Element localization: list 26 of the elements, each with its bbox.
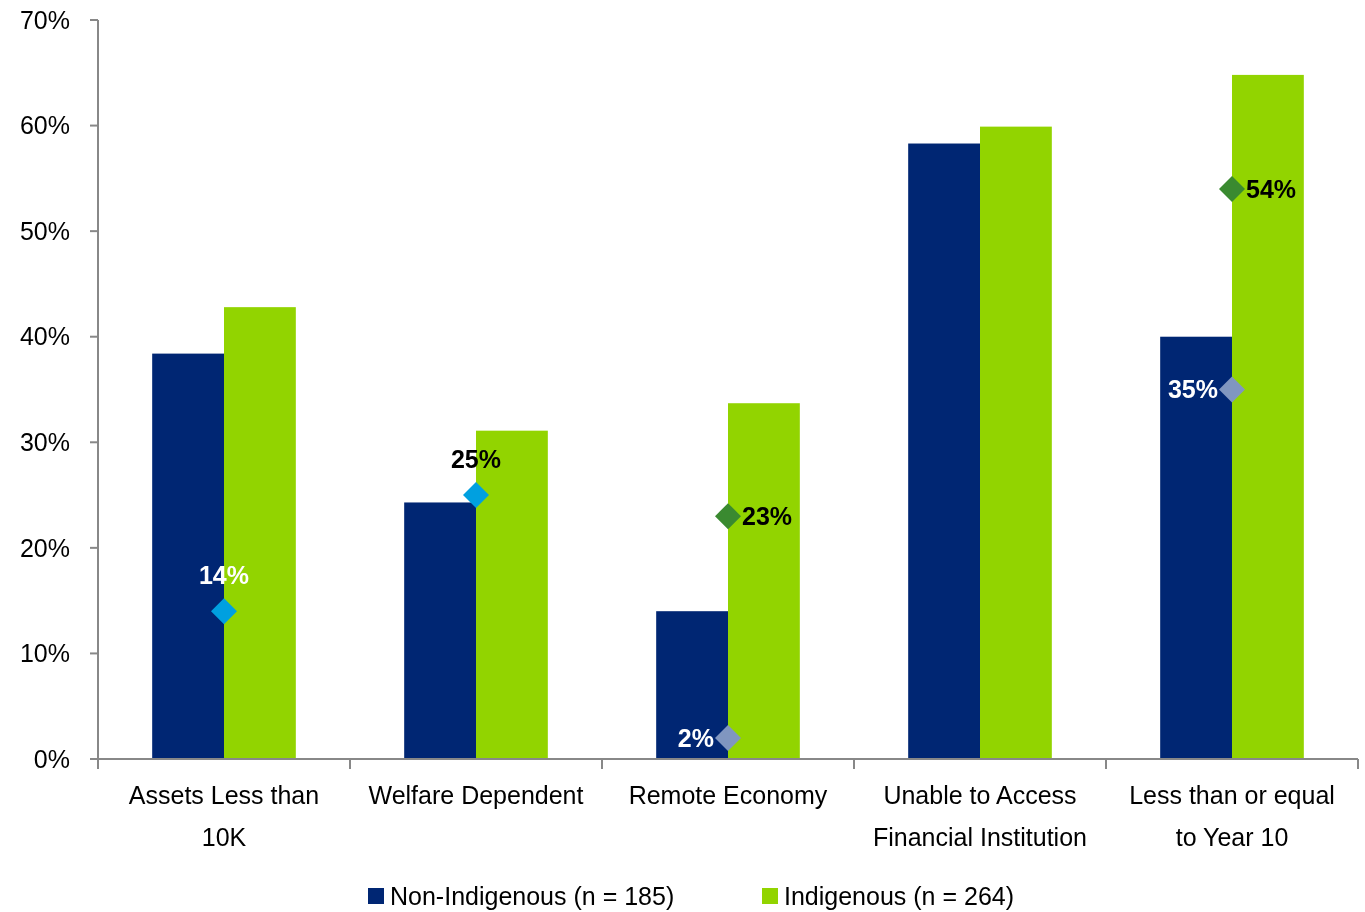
- legend-label: Indigenous (n = 264): [784, 881, 1015, 910]
- bar: [404, 502, 476, 759]
- data-label: 54%: [1246, 174, 1297, 203]
- bar: [1160, 336, 1232, 759]
- y-tick-label: 0%: [33, 744, 70, 773]
- bar: [1232, 74, 1304, 759]
- x-tick-label: Less than or equal to Year 10: [1129, 781, 1335, 851]
- y-tick-label: 10%: [19, 639, 70, 668]
- bar: [656, 611, 728, 759]
- x-tick-label: Unable to Access Financial Institution: [872, 781, 1088, 851]
- data-label: 35%: [1167, 375, 1218, 404]
- y-tick-label: 60%: [19, 111, 70, 140]
- bar: [980, 126, 1052, 759]
- data-label: 2%: [677, 723, 714, 752]
- legend-label: Non-Indigenous (n = 185): [390, 881, 675, 910]
- x-tick-label: Welfare Dependent: [368, 781, 584, 809]
- bar: [908, 143, 980, 759]
- x-tick-label: Assets Less than 10K: [128, 781, 320, 851]
- bar: [728, 403, 800, 759]
- y-tick-label: 70%: [19, 5, 70, 34]
- data-label: 23%: [742, 501, 793, 530]
- x-tick-label: Remote Economy: [628, 781, 828, 809]
- y-tick-label: 20%: [19, 533, 70, 562]
- y-tick-label: 30%: [19, 428, 70, 457]
- y-tick-label: 40%: [19, 322, 70, 351]
- y-tick-label: 50%: [19, 216, 70, 245]
